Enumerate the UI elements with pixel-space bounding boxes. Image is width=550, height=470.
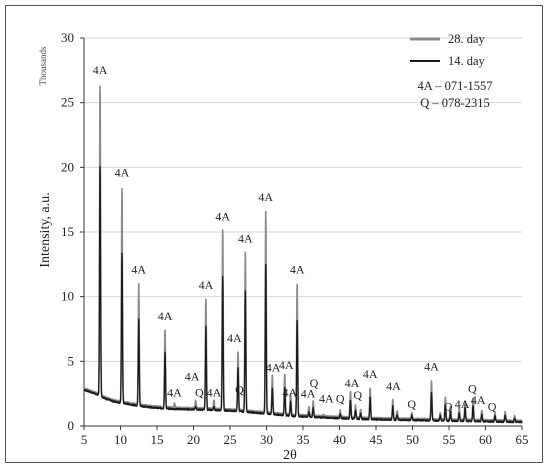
peak-label: 4A — [345, 376, 360, 390]
grid — [84, 37, 522, 362]
peak-label: Q — [407, 397, 416, 411]
y-tick-label: 10 — [61, 289, 74, 304]
peak-label: 4A — [279, 358, 294, 372]
peak-label: 4A — [238, 231, 253, 245]
peak-label: 4A — [131, 262, 146, 276]
x-tick-label: 60 — [479, 432, 492, 447]
peak-label: 4A — [319, 392, 334, 406]
peak-label: 4A — [471, 393, 486, 407]
peak-label: 4A — [167, 385, 182, 399]
x-tick-label: 25 — [224, 432, 237, 447]
reference-q: Q – 078-2315 — [420, 96, 489, 110]
peak-label: 4A — [93, 63, 108, 77]
x-tick-label: 40 — [333, 432, 346, 447]
x-tick-label: 50 — [406, 432, 419, 447]
series-line-14-day — [83, 165, 523, 424]
y-tick-label: 5 — [68, 353, 75, 368]
peak-label: Q — [235, 383, 244, 397]
peak-label: Q — [488, 399, 497, 413]
x-tick-label: 15 — [151, 432, 164, 447]
legend-label-14-day: 14. day — [448, 54, 486, 68]
peak-label: 4A — [301, 387, 316, 401]
y-axis-unit-label: Thousands — [38, 46, 48, 85]
peak-label: Q — [444, 399, 453, 413]
y-tick-label: 30 — [61, 30, 74, 45]
series-layer — [83, 85, 523, 424]
peak-label: 4A — [199, 278, 214, 292]
peak-label: Q — [353, 388, 362, 402]
y-tick-label: 25 — [61, 95, 74, 110]
peak-label: 4A — [283, 385, 298, 399]
y-tick-label: 0 — [68, 418, 75, 433]
peak-label: 4A — [227, 331, 242, 345]
peak-label: Q — [195, 385, 204, 399]
peak-label: 4A — [386, 379, 401, 393]
peak-label: 4A — [215, 209, 230, 223]
x-tick-label: 55 — [443, 432, 456, 447]
peak-label: 4A — [455, 397, 470, 411]
peak-label: 4A — [258, 190, 273, 204]
figure-frame — [5, 5, 543, 463]
series-line-28-day — [83, 85, 523, 423]
x-tick-label: 5 — [81, 432, 88, 447]
peak-label: Q — [336, 392, 345, 406]
y-axis-title: Intensity, a.u. — [38, 192, 53, 267]
reference-4a: 4A – 071-1557 — [418, 79, 493, 93]
x-axis-title: 2θ — [283, 448, 297, 463]
legend: 28. day 14. day — [410, 32, 486, 68]
legend-label-28-day: 28. day — [448, 32, 486, 46]
reference-cards: 4A – 071-1557 Q – 078-2315 — [418, 79, 493, 110]
peak-label: 4A — [424, 359, 439, 373]
x-tick-label: 20 — [187, 432, 200, 447]
peak-label: 4A — [207, 385, 222, 399]
x-tick-label: 10 — [114, 432, 127, 447]
peak-label: Q — [310, 376, 319, 390]
y-tick-label: 20 — [61, 159, 74, 174]
x-tick-label: 45 — [370, 432, 383, 447]
peak-label: 4A — [115, 165, 130, 179]
peak-label: 4A — [185, 370, 200, 384]
x-tick-label: 65 — [516, 432, 529, 447]
x-tick-label: 30 — [260, 432, 273, 447]
x-tick-label: 35 — [297, 432, 310, 447]
peak-label: 4A — [290, 262, 305, 276]
peak-label: 4A — [363, 367, 378, 381]
peak-label: 4A — [158, 309, 173, 323]
peak-label: Q — [468, 381, 477, 395]
peak-label: 4A — [266, 361, 281, 375]
y-tick-label: 15 — [61, 224, 74, 239]
